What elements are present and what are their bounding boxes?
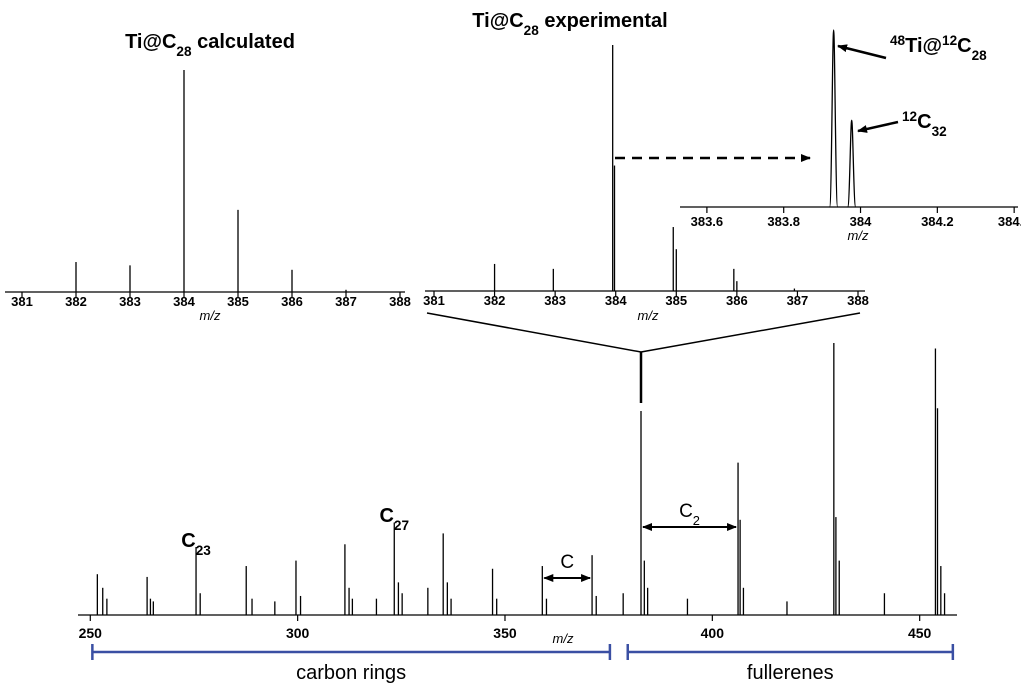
text-part: C bbox=[917, 111, 931, 133]
x-tick-label: 385 bbox=[665, 293, 687, 308]
x-tick-label: 388 bbox=[389, 294, 411, 309]
text-part: C bbox=[379, 505, 393, 527]
peak-annotation: C23 bbox=[181, 530, 211, 558]
x-tick-label: 387 bbox=[787, 293, 809, 308]
text-part: 28 bbox=[176, 44, 192, 59]
span-label: C2 bbox=[679, 501, 700, 528]
x-tick-label: 400 bbox=[701, 625, 725, 641]
peak bbox=[828, 29, 839, 208]
x-tick-label: 383.6 bbox=[691, 214, 724, 229]
text-part: Ti@ bbox=[905, 35, 942, 57]
text-part: C bbox=[181, 530, 195, 552]
x-tick-label: 382 bbox=[65, 294, 87, 309]
label-arrow bbox=[857, 120, 899, 133]
text-part: C bbox=[957, 35, 971, 57]
x-tick-label: 383 bbox=[119, 294, 141, 309]
connectors bbox=[426, 44, 899, 403]
x-tick-label: 381 bbox=[423, 293, 445, 308]
text-part: 2 bbox=[693, 513, 700, 528]
x-tick-label: 300 bbox=[286, 625, 310, 641]
x-tick-label: 450 bbox=[908, 625, 932, 641]
text-part: experimental bbox=[539, 10, 668, 32]
x-axis-label: m/z bbox=[553, 631, 574, 646]
x-axis-label: m/z bbox=[848, 228, 869, 243]
label-arrow bbox=[837, 44, 887, 60]
text-part: 27 bbox=[394, 518, 409, 533]
x-tick-label: 381 bbox=[11, 294, 33, 309]
peak-label: 48Ti@12C28 bbox=[890, 33, 987, 63]
x-tick-label: 384 bbox=[850, 214, 872, 229]
x-tick-label: 383.8 bbox=[767, 214, 800, 229]
x-tick-label: 384 bbox=[173, 294, 195, 309]
region-label: fullerenes bbox=[747, 662, 834, 683]
x-tick-label: 385 bbox=[227, 294, 249, 309]
text-part: C bbox=[560, 552, 574, 573]
x-tick-label: 384 bbox=[605, 293, 627, 308]
x-tick-label: 350 bbox=[493, 625, 517, 641]
span-label: C bbox=[560, 552, 574, 573]
x-tick-label: 250 bbox=[79, 625, 103, 641]
chart-title: Ti@C28 experimental bbox=[472, 10, 667, 38]
text-part: Ti@C bbox=[125, 31, 176, 53]
text-part: 12 bbox=[902, 109, 918, 124]
text-part: 32 bbox=[932, 124, 948, 139]
text-part: 48 bbox=[890, 33, 906, 48]
text-part: 28 bbox=[972, 48, 988, 63]
x-tick-label: 388 bbox=[847, 293, 869, 308]
text-part: 12 bbox=[942, 33, 958, 48]
peak bbox=[847, 119, 857, 208]
zoom-line bbox=[426, 312, 642, 353]
x-tick-label: 387 bbox=[335, 294, 357, 309]
x-tick-label: 384.4 bbox=[998, 214, 1021, 229]
chart-title: Ti@C28 calculated bbox=[125, 31, 295, 59]
zoom-line bbox=[640, 312, 861, 353]
x-tick-label: 383 bbox=[544, 293, 566, 308]
x-tick-label: 382 bbox=[484, 293, 506, 308]
text-part: Ti@C bbox=[472, 10, 523, 32]
text-part: calculated bbox=[192, 31, 295, 53]
text-part: 28 bbox=[524, 23, 540, 38]
x-tick-label: 386 bbox=[726, 293, 748, 308]
x-tick-label: 386 bbox=[281, 294, 303, 309]
peak-annotation: C27 bbox=[379, 505, 409, 533]
region-label: carbon rings bbox=[296, 662, 406, 683]
x-axis-label: m/z bbox=[638, 308, 659, 323]
text-part: 23 bbox=[196, 543, 212, 558]
text-part: C bbox=[679, 501, 693, 522]
x-axis-label: m/z bbox=[200, 308, 221, 323]
peak-label: 12C32 bbox=[902, 109, 947, 139]
x-tick-label: 384.2 bbox=[921, 214, 954, 229]
